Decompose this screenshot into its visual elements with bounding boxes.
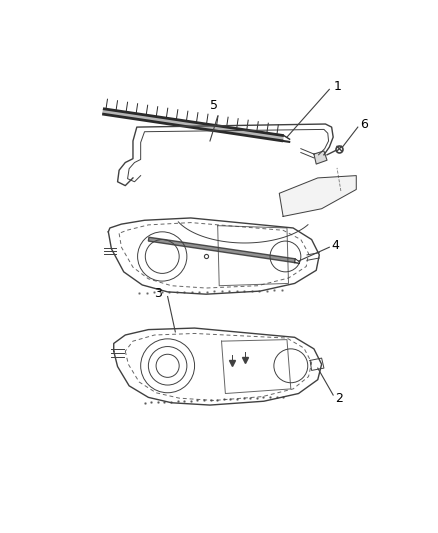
Polygon shape (148, 237, 295, 263)
Polygon shape (313, 151, 326, 164)
Text: 5: 5 (209, 99, 217, 112)
Text: 4: 4 (331, 239, 339, 252)
Polygon shape (279, 175, 356, 216)
Text: 1: 1 (332, 80, 340, 93)
Text: 2: 2 (334, 392, 342, 405)
Text: 6: 6 (359, 117, 367, 131)
Text: 3: 3 (154, 287, 162, 300)
Polygon shape (102, 109, 283, 141)
